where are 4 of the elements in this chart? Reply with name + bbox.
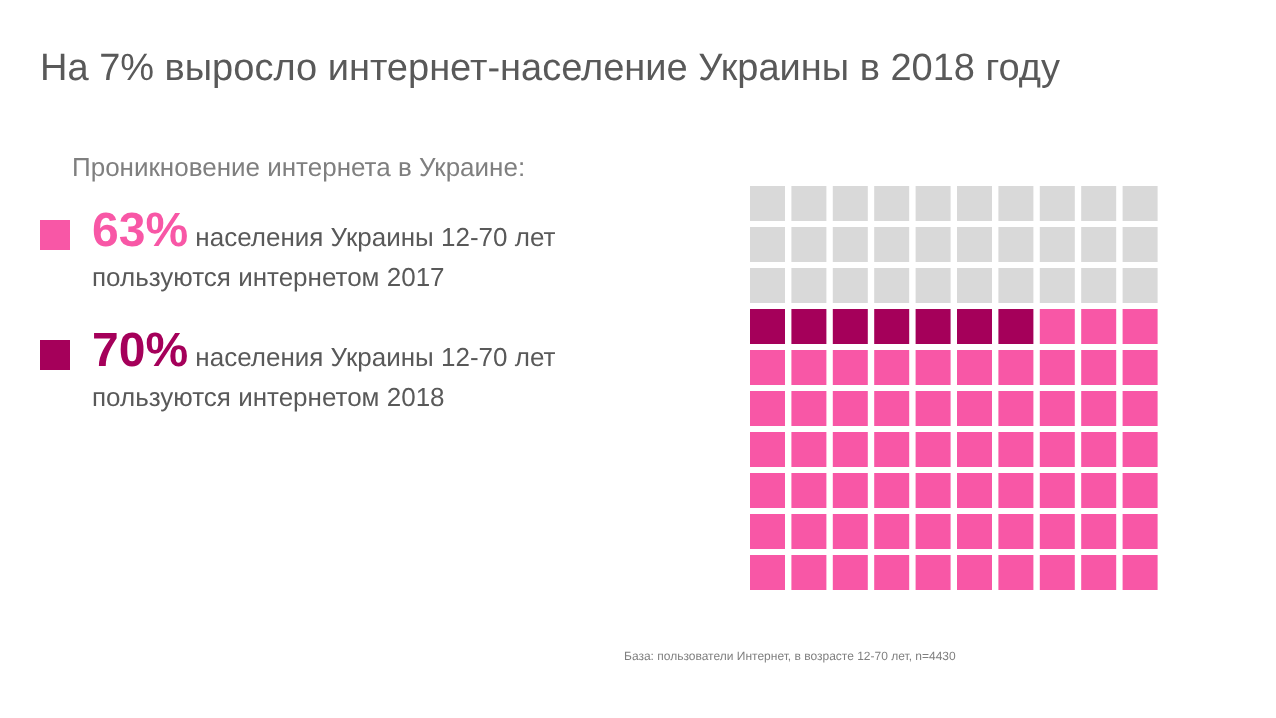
text: На 7% выросло интернет-население Украины в 2018 году [40, 48, 1060, 92]
data-label: 70% [92, 324, 189, 378]
data-label: 63% [92, 204, 189, 258]
text: Проникновение интернета в Украине: [72, 152, 526, 182]
